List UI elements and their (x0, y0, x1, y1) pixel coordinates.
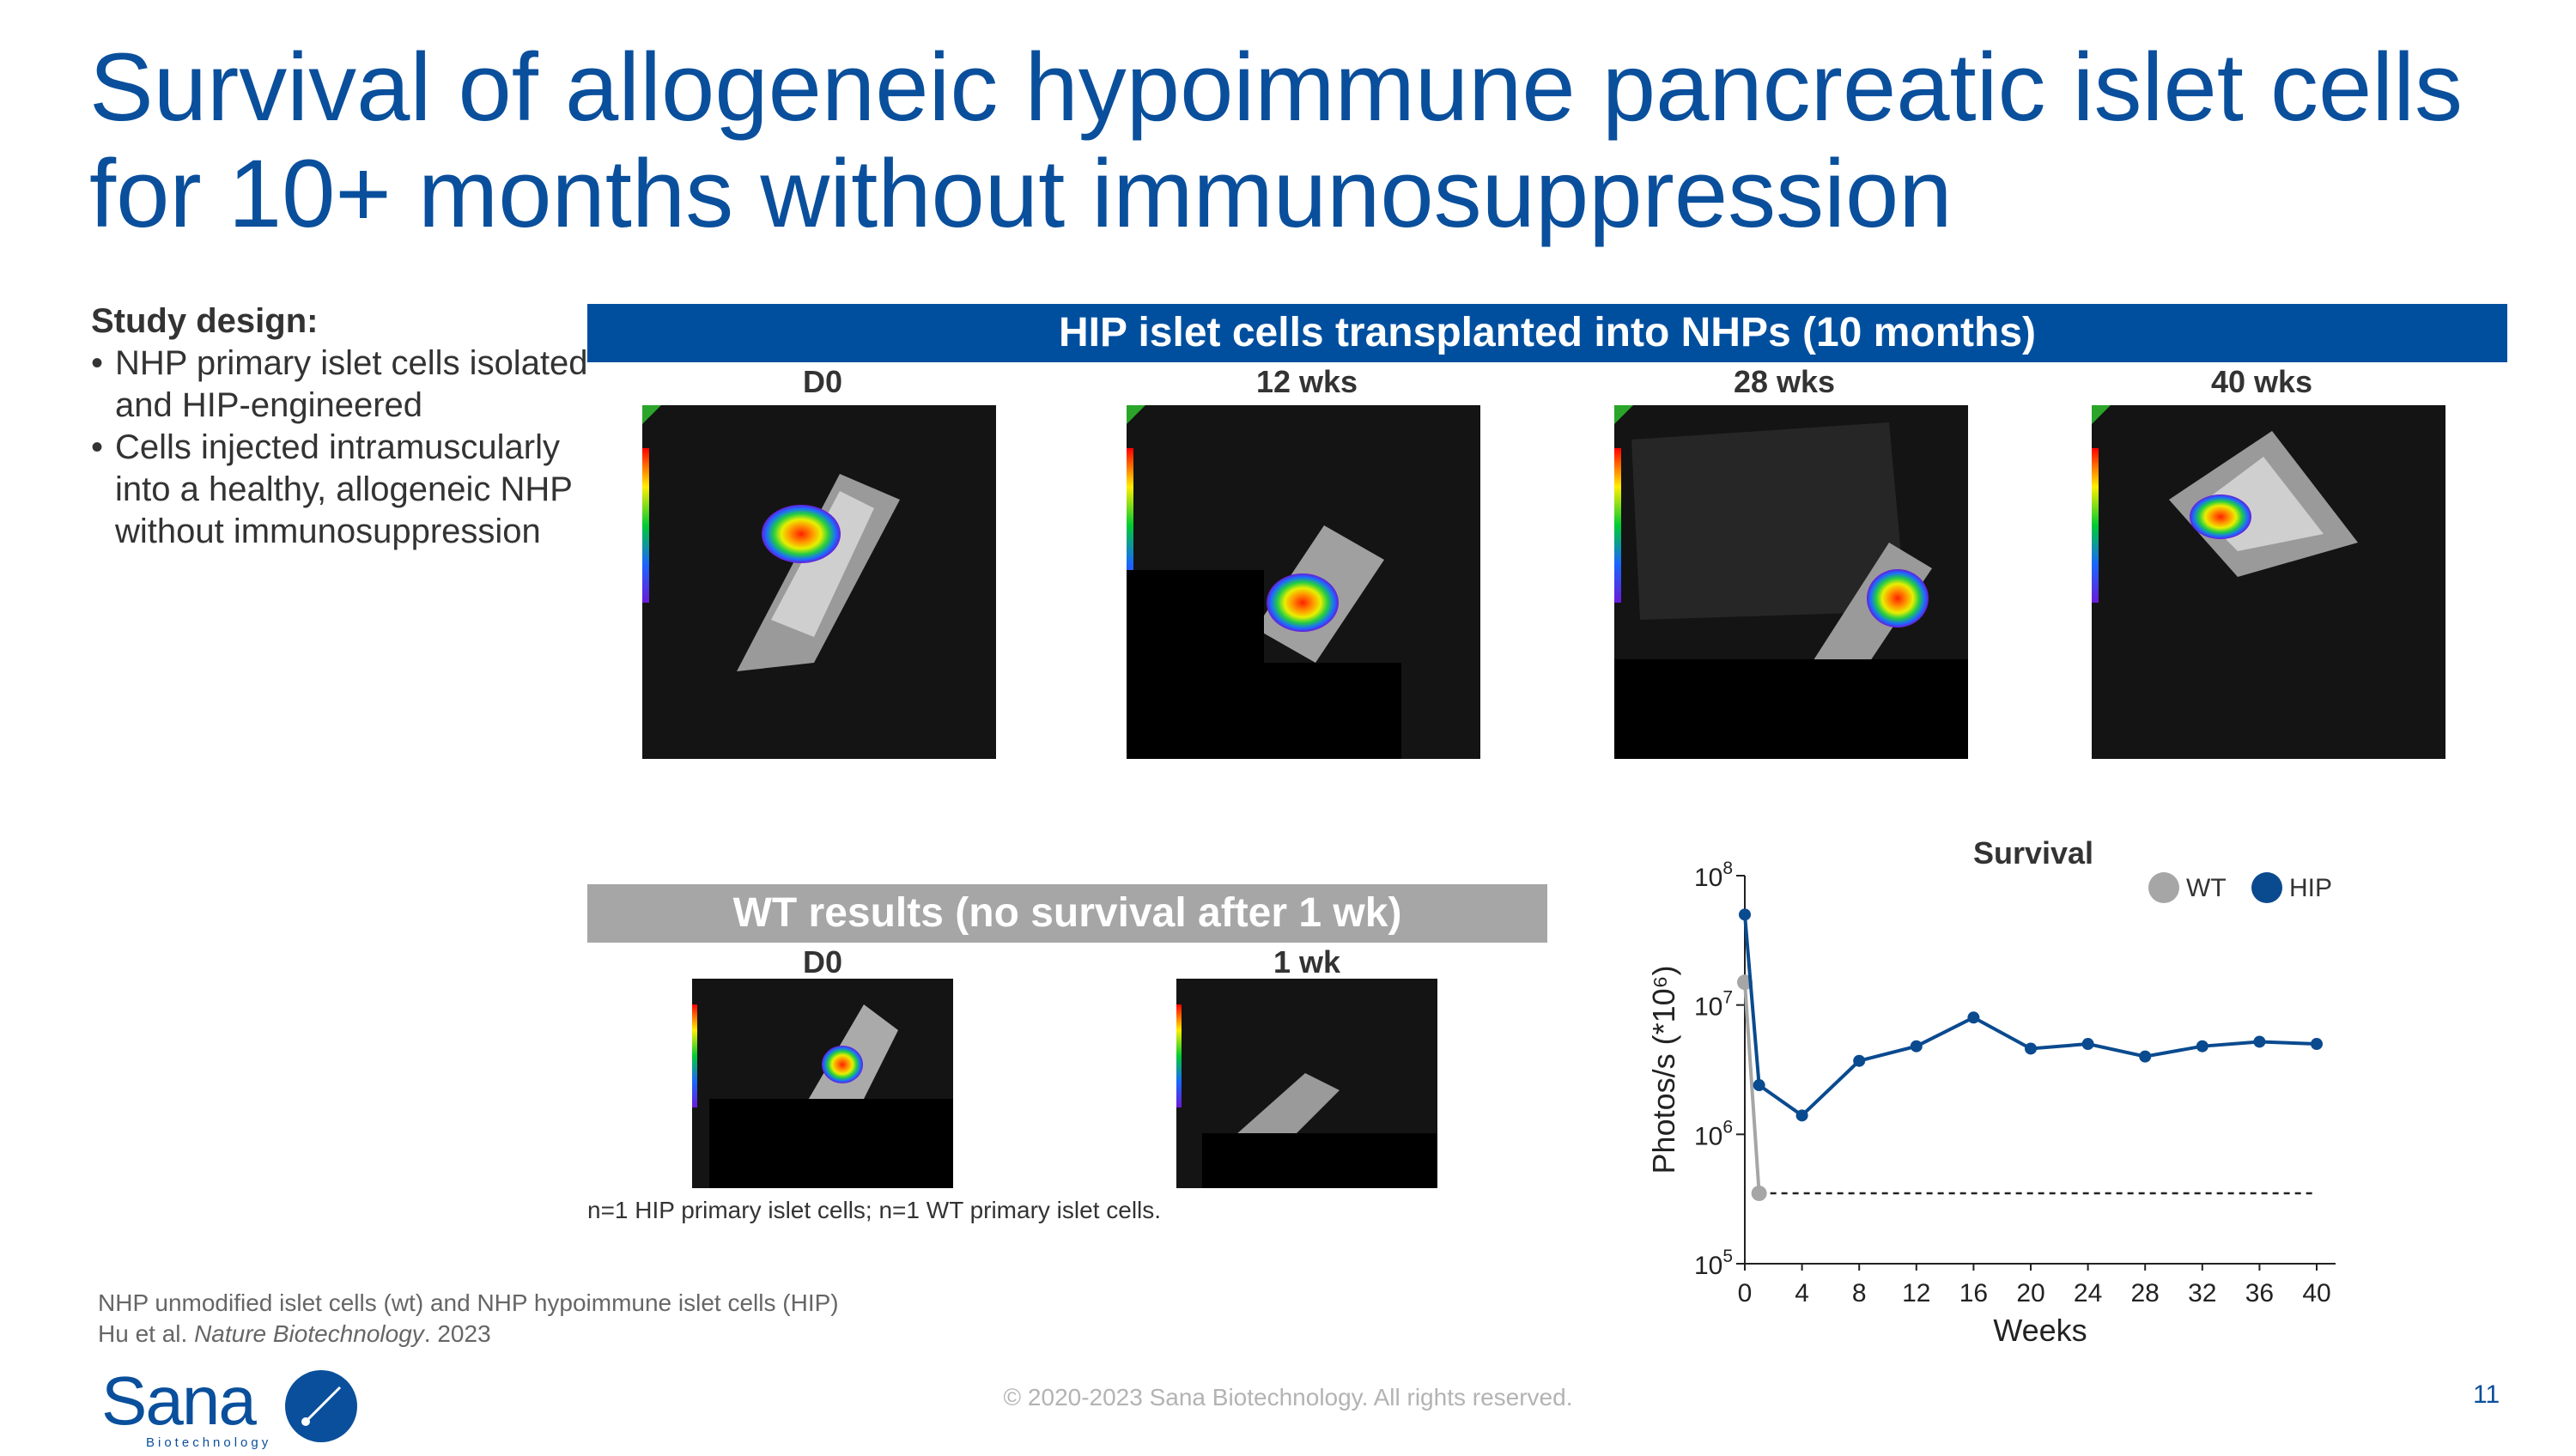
hip-image-40wks (2092, 405, 2445, 759)
chart-title: Survival (1973, 835, 2093, 871)
wt-image-d0 (692, 979, 953, 1188)
x-tick-label: 32 (2188, 1279, 2216, 1307)
legend-marker-wt (2148, 872, 2179, 903)
hip-label-28wks: 28 wks (1733, 364, 1836, 399)
data-point-hip (2025, 1042, 2037, 1055)
x-tick-label: 8 (1852, 1279, 1867, 1307)
page-number: 11 (2473, 1380, 2500, 1409)
hip-image-28wks (1614, 405, 1968, 759)
hip-image-d0 (642, 405, 996, 759)
study-design: Study design: NHP primary islet cells is… (91, 300, 589, 553)
logo-subtitle: Biotechnology (146, 1435, 272, 1450)
citation-authors: Hu et al. (98, 1320, 195, 1347)
citation: Hu et al. Nature Biotechnology. 2023 (98, 1319, 839, 1350)
data-point-hip (2139, 1050, 2152, 1063)
wt-panel-header: WT results (no survival after 1 wk) (587, 884, 1547, 943)
hip-label-12wks: 12 wks (1255, 364, 1358, 399)
study-design-bullet: NHP primary islet cells isolated and HIP… (91, 343, 589, 427)
citation-journal: Nature Biotechnology (194, 1320, 424, 1347)
survival-chart: Survival 105 106 107 108 0 4 8 12 16 20 24 28 32 36 40 W… (1646, 835, 2336, 1348)
series-line-hip (1743, 914, 2318, 1118)
x-tick-label: 12 (1902, 1279, 1930, 1307)
logo-mark-icon (285, 1370, 357, 1442)
series-line-wt (1743, 982, 1761, 1194)
wt-label-1wk: 1 wk (1273, 944, 1341, 980)
x-tick-label: 24 (2074, 1279, 2102, 1307)
data-point-hip (2311, 1038, 2323, 1051)
data-point-hip (1967, 1011, 1980, 1024)
y-tick-label: 106 (1694, 1117, 1733, 1150)
x-tick-label: 16 (1959, 1279, 1988, 1307)
data-point-hip (1739, 908, 1751, 921)
citation-year: . 2023 (423, 1320, 491, 1347)
y-tick-label: 107 (1694, 988, 1733, 1022)
x-tick-label: 28 (2131, 1279, 2160, 1307)
y-axis-label: Photos/s (*10⁶) (1646, 966, 1681, 1174)
slide-title: Survival of allogeneic hypoimmune pancre… (89, 33, 2464, 247)
x-tick-label: 40 (2302, 1279, 2330, 1307)
study-design-heading: Study design: (91, 302, 319, 340)
x-axis-label: Weeks (1993, 1313, 2087, 1348)
x-tick-label: 4 (1795, 1279, 1809, 1307)
reference: NHP unmodified islet cells (wt) and NHP … (98, 1288, 839, 1350)
x-tick-label: 0 (1738, 1279, 1753, 1307)
wt-label-d0: D0 (802, 944, 843, 980)
hip-panel-header: HIP islet cells transplanted into NHPs (… (587, 304, 2507, 362)
wt-image-1wk (1176, 979, 1437, 1188)
legend-label-hip: HIP (2289, 874, 2332, 902)
data-point-wt (1751, 1186, 1767, 1202)
study-design-list: NHP primary islet cells isolated and HIP… (91, 343, 589, 553)
sana-logo: Sana Biotechnology (101, 1362, 376, 1456)
data-point-hip (2196, 1040, 2208, 1053)
study-design-bullet: Cells injected intramuscularly into a he… (91, 427, 589, 553)
copyright: © 2020-2023 Sana Biotechnology. All righ… (1003, 1384, 1573, 1410)
data-point-hip (2081, 1038, 2094, 1051)
y-tick-label: 105 (1694, 1247, 1733, 1280)
hip-label-40wks: 40 wks (2210, 364, 2313, 399)
reference-line: NHP unmodified islet cells (wt) and NHP … (98, 1289, 839, 1316)
legend-label-wt: WT (2186, 874, 2227, 902)
y-tick-label: 108 (1694, 858, 1733, 892)
sample-size-note: n=1 HIP primary islet cells; n=1 WT prim… (587, 1197, 1162, 1223)
hip-image-12wks (1127, 405, 1480, 759)
legend-marker-hip (2251, 872, 2282, 903)
data-point-hip (1910, 1040, 1923, 1053)
x-tick-label: 36 (2245, 1279, 2274, 1307)
hip-label-d0: D0 (802, 364, 843, 399)
x-tick-label: 20 (2016, 1279, 2044, 1307)
data-point-hip (1853, 1054, 1866, 1067)
data-point-hip (2253, 1035, 2266, 1048)
logo-wordmark: Sana (101, 1362, 257, 1439)
data-point-hip (1795, 1109, 1808, 1122)
data-point-hip (1753, 1079, 1765, 1092)
